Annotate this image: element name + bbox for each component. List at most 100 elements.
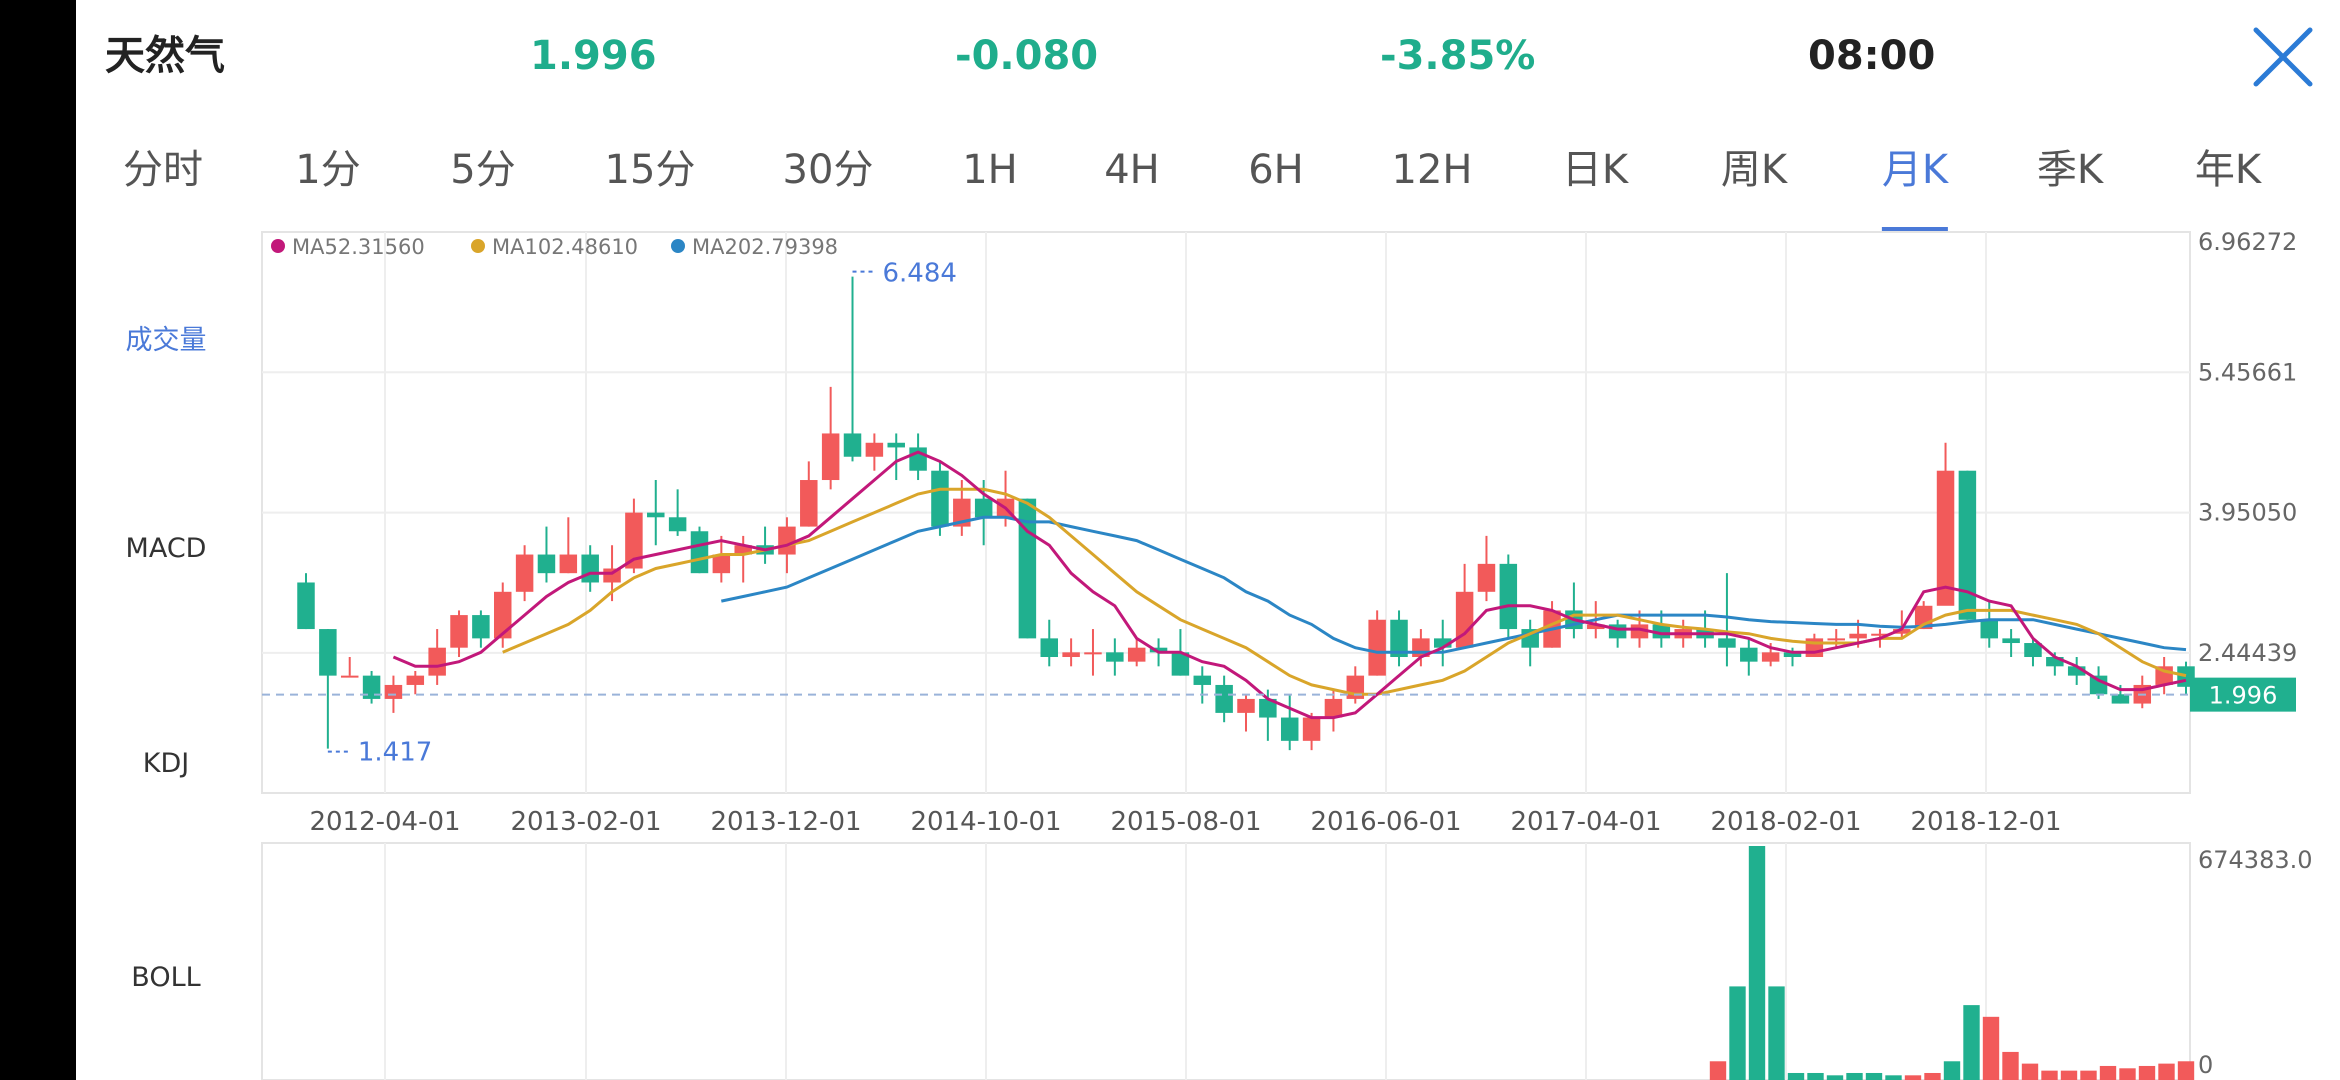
volume-bar <box>1924 1072 1941 1080</box>
period-tabs: 分时 1分 5分 15分 30分 1H 4H 6H 12H 日K 周K 月K 季K 年K <box>100 140 2340 232</box>
volume-bar <box>1768 986 1785 1080</box>
candle-body <box>1761 652 1780 662</box>
min-price-label: 1.417 <box>358 738 432 768</box>
tab-11[interactable]: 月K <box>1881 140 1949 232</box>
volume-bar <box>2021 1063 2039 1080</box>
volume-chart-frame <box>261 842 2191 1080</box>
tab-2[interactable]: 5分 <box>450 147 516 193</box>
candle-body <box>559 554 578 574</box>
x-tick-label: 2018-02-01 <box>1710 807 1861 837</box>
candle-body <box>1455 591 1474 648</box>
tab-9[interactable]: 日K <box>1561 147 1629 193</box>
x-tick-label: 2015-08-01 <box>1110 807 1261 837</box>
volume-bar <box>2060 1070 2078 1080</box>
candle-body <box>1062 652 1080 658</box>
y-tick-label: 3.95050 <box>2198 499 2297 527</box>
candle-body <box>931 470 949 527</box>
tab-4[interactable]: 30分 <box>782 147 874 193</box>
candle-body <box>2089 675 2108 695</box>
candle-body <box>1740 647 1758 662</box>
x-tick-label: 2016-06-01 <box>1310 807 1461 837</box>
candle-body <box>1477 563 1496 592</box>
max-price-label: 6.484 <box>883 259 957 289</box>
candle-body <box>319 629 337 676</box>
tab-7[interactable]: 6H <box>1248 147 1304 193</box>
tab-0[interactable]: 分时 <box>123 147 203 193</box>
kdj-toggle[interactable]: KDJ <box>142 748 190 779</box>
candle-body <box>1434 638 1452 648</box>
volume-bar <box>1904 1075 1922 1080</box>
candle-body <box>2067 666 2086 676</box>
candle-body <box>1237 698 1255 713</box>
tab-13[interactable]: 年K <box>2194 147 2262 193</box>
volume-max-label: 674383.0 <box>2198 846 2313 874</box>
candle-body <box>1893 629 1911 634</box>
tab-10[interactable]: 周K <box>1720 147 1788 193</box>
candle-body <box>1259 698 1277 718</box>
candle-body <box>406 675 425 685</box>
macd-toggle[interactable]: MACD <box>125 533 207 564</box>
volume-bar <box>2002 1051 2019 1080</box>
candle-body <box>2046 657 2064 667</box>
candle-body <box>1149 647 1168 653</box>
quote-time: 08:00 <box>1808 33 1936 79</box>
volume-bar <box>1748 846 1766 1080</box>
candle-body <box>1827 638 1845 641</box>
y-tick-label: 6.96272 <box>2198 228 2297 256</box>
candle-body <box>1127 647 1146 662</box>
y-tick-label: 5.45661 <box>2198 358 2297 386</box>
candle-body <box>384 684 403 699</box>
current-price-badge <box>2190 677 2296 712</box>
candle-body <box>581 554 599 583</box>
candle-body <box>1980 619 1998 639</box>
candle-body <box>494 591 512 639</box>
volume-bar <box>1787 1072 1805 1080</box>
candle-body <box>821 433 840 481</box>
last-price: 1.996 <box>530 33 657 79</box>
tab-1[interactable]: 1分 <box>295 147 361 193</box>
tab-6[interactable]: 4H <box>1104 147 1160 193</box>
legend-dot-2 <box>671 239 685 253</box>
ma10-line <box>502 487 2187 696</box>
candle-body <box>974 498 993 518</box>
candle-body <box>362 675 381 699</box>
volume-bar <box>1807 1072 1824 1080</box>
x-tick-label: 2017-04-01 <box>1510 807 1661 837</box>
tab-3[interactable]: 15分 <box>604 147 696 193</box>
candle-body <box>1718 638 1736 648</box>
volume-bar <box>2119 1068 2136 1080</box>
candle-body <box>1390 619 1408 658</box>
candle-body <box>1171 652 1190 676</box>
y-tick-label: 2.44439 <box>2198 639 2297 667</box>
candle-body <box>2002 638 2020 644</box>
candle-body <box>1040 638 1058 658</box>
candle-body <box>1783 652 1802 658</box>
volume-toggle[interactable]: 成交量 <box>125 325 207 356</box>
boll-toggle[interactable]: BOLL <box>131 962 201 993</box>
candle-body <box>1936 470 1955 606</box>
legend-dot-0 <box>271 239 285 253</box>
candle-body <box>800 480 818 527</box>
tab-8[interactable]: 12H <box>1391 147 1473 193</box>
candle-body <box>340 675 359 678</box>
candle-body <box>1958 470 1977 620</box>
candle-body <box>712 554 731 574</box>
candle-body <box>647 512 665 518</box>
candle-body <box>2111 694 2130 704</box>
candle-body <box>668 517 687 532</box>
volume-bar <box>1885 1075 1902 1080</box>
price-change-percent: -3.85% <box>1380 33 1536 79</box>
volume-bar <box>1982 1016 2000 1080</box>
legend-label-2: MA202.79398 <box>692 235 838 259</box>
candle-body <box>1106 652 1124 662</box>
close-button[interactable] <box>2252 26 2314 88</box>
tab-12[interactable]: 季K <box>2036 147 2104 193</box>
ma5-line <box>392 450 2187 720</box>
volume-bar <box>2041 1070 2058 1080</box>
x-tick-label: 2013-02-01 <box>510 807 661 837</box>
candle-body <box>1280 717 1299 741</box>
tab-5[interactable]: 1H <box>962 147 1018 193</box>
x-tick-label: 2018-12-01 <box>1910 807 2061 837</box>
legend-dot-1 <box>471 239 485 253</box>
